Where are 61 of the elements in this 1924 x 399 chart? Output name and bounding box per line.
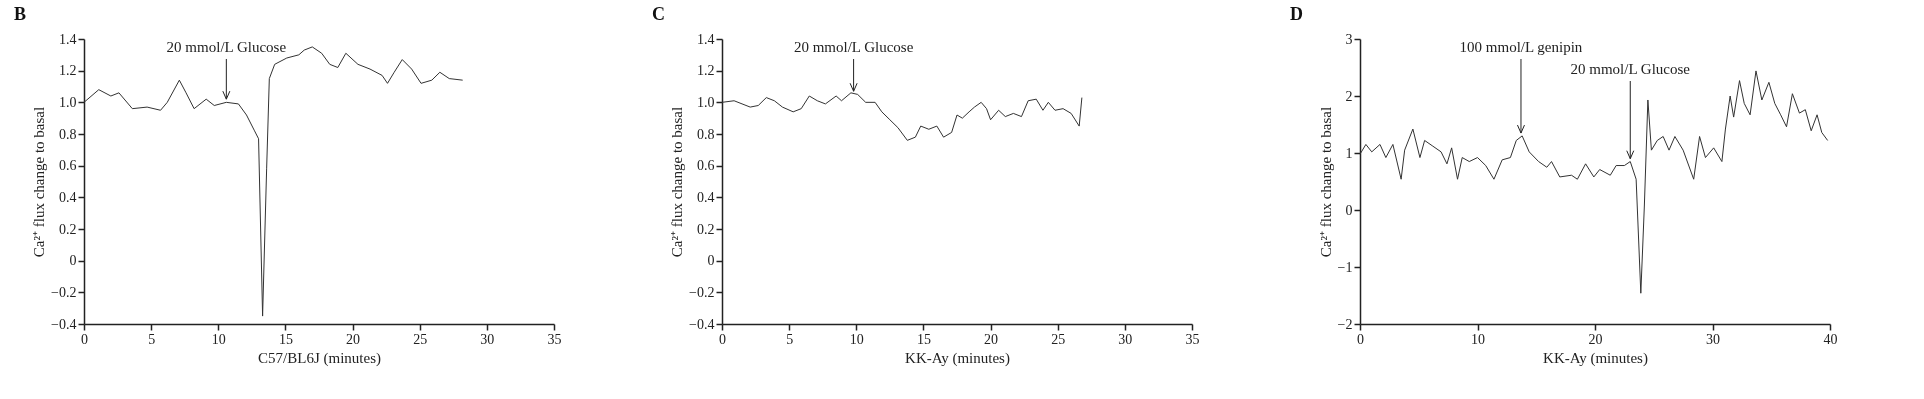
- y-tick-label: 1.4: [59, 31, 77, 47]
- x-tick-label: 0: [719, 331, 726, 347]
- x-tick-label: 5: [148, 331, 156, 347]
- y-tick-label: 0: [1345, 202, 1353, 218]
- y-tick-label: 0.6: [697, 158, 715, 174]
- x-tick-label: 30: [1118, 331, 1133, 347]
- x-tick-label: 10: [849, 331, 864, 347]
- annotation: 20 mmol/L Glucose: [793, 39, 914, 55]
- y-axis-title: Ca²⁺ flux change to basal: [669, 106, 686, 258]
- x-tick-label: 10: [211, 331, 226, 347]
- x-tick-label: 35: [1185, 331, 1200, 347]
- x-axis-title: C57/BL6J (minutes): [258, 349, 381, 367]
- x-tick-label: 25: [413, 331, 428, 347]
- annotation: 20 mmol/L Glucose: [166, 39, 287, 55]
- x-tick-label: 20: [1588, 331, 1603, 347]
- y-tick-label: 1: [1345, 145, 1353, 161]
- x-tick-label: 15: [278, 331, 293, 347]
- x-tick-label: 20: [346, 331, 361, 347]
- x-tick-label: 40: [1823, 331, 1838, 347]
- x-axis-title: KK-Ay (minutes): [905, 349, 1010, 367]
- y-tick-label: 0.4: [697, 189, 715, 205]
- y-tick-label: 3: [1345, 31, 1353, 47]
- x-tick-label: 0: [81, 331, 88, 347]
- y-tick-label: −0.2: [51, 284, 77, 300]
- y-tick-label: 1.0: [697, 94, 715, 110]
- x-tick-label: 5: [786, 331, 794, 347]
- x-tick-label: 35: [547, 331, 562, 347]
- x-tick-label: 0: [1357, 331, 1364, 347]
- x-tick-label: 25: [1051, 331, 1066, 347]
- y-tick-label: −2: [1337, 316, 1353, 332]
- x-tick-label: 30: [480, 331, 495, 347]
- annotation: 20 mmol/L Glucose: [1570, 61, 1691, 77]
- y-tick-label: −0.4: [51, 316, 77, 332]
- y-tick-label: −0.4: [689, 316, 715, 332]
- y-tick-label: 0: [69, 253, 77, 269]
- x-tick-label: 30: [1706, 331, 1720, 347]
- y-tick-label: 0.6: [59, 158, 77, 174]
- y-tick-label: 0.4: [59, 189, 77, 205]
- line-series: [721, 92, 1083, 141]
- chart-title: B: [14, 4, 27, 24]
- y-tick-label: 0.8: [59, 126, 77, 142]
- y-tick-label: 0: [707, 253, 715, 269]
- y-axis-title: Ca²⁺ flux change to basal: [31, 106, 48, 258]
- y-tick-label: 1.2: [697, 63, 715, 79]
- y-tick-label: 0.2: [697, 221, 715, 237]
- x-axis-title: KK-Ay (minutes): [1543, 349, 1648, 367]
- x-tick-label: 10: [1471, 331, 1485, 347]
- x-tick-label: 20: [984, 331, 999, 347]
- y-tick-label: 1.2: [59, 63, 77, 79]
- y-tick-label: 1.0: [59, 94, 77, 110]
- y-tick-label: 0.2: [59, 221, 77, 237]
- y-tick-label: 1.4: [697, 31, 715, 47]
- chart-title: D: [1290, 4, 1303, 24]
- chart-title: C: [652, 4, 665, 24]
- y-tick-label: 0.8: [697, 126, 715, 142]
- annotation: 100 mmol/L genipin: [1459, 39, 1583, 55]
- y-tick-label: −1: [1337, 259, 1353, 275]
- y-axis-title: Ca²⁺ flux change to basal: [1317, 106, 1334, 258]
- y-tick-label: −0.2: [689, 284, 715, 300]
- x-tick-label: 15: [916, 331, 931, 347]
- y-tick-label: 2: [1345, 88, 1353, 104]
